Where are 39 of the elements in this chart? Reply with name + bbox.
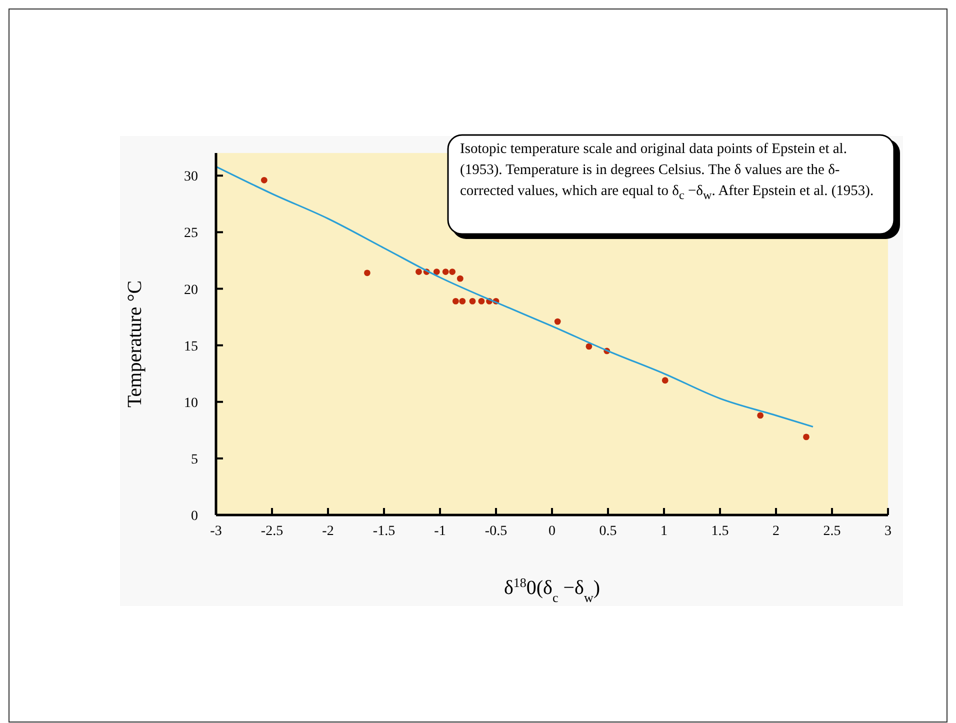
x-tick-label: -2 bbox=[322, 524, 334, 539]
x-tick-label: 2.5 bbox=[823, 524, 841, 539]
x-tick-label: 0 bbox=[548, 524, 556, 539]
point bbox=[433, 268, 440, 275]
x-tick-label: -3 bbox=[210, 524, 222, 539]
point bbox=[803, 434, 810, 440]
point bbox=[478, 298, 485, 304]
point bbox=[260, 176, 268, 184]
point bbox=[416, 268, 422, 275]
point bbox=[586, 343, 592, 350]
point bbox=[442, 268, 449, 275]
annotation: Isotopic temperature scale and original data points of Epstein et al. (1953). Temperature is in degrees Celsius. The δ values are the δ-corrected values, which are equal to δ$_{c}$ −δ$_{w}$. After Epstein et al. (1953). bbox=[460, 140, 875, 204]
y-tick-label: 25 bbox=[184, 226, 198, 242]
y-tick-label: 10 bbox=[184, 396, 198, 411]
x-tick-label: -1.5 bbox=[372, 524, 396, 539]
point bbox=[449, 268, 456, 275]
point bbox=[459, 298, 466, 304]
point bbox=[469, 298, 476, 304]
x-axis-title: δ$^{18}$0(δ$_{c}$ −δ$_{w}$) bbox=[504, 574, 600, 604]
point bbox=[554, 318, 561, 325]
point bbox=[456, 275, 464, 282]
x-tick-label: 1.5 bbox=[711, 524, 729, 539]
y-axis-title: Temperature °C bbox=[124, 280, 146, 408]
x-tick-label: -2.5 bbox=[260, 524, 284, 539]
point bbox=[364, 270, 370, 276]
x-tick-label: 2 bbox=[772, 524, 780, 539]
x-tick-label: -0.5 bbox=[484, 524, 508, 539]
point bbox=[757, 412, 764, 419]
x-tick-label: -1 bbox=[434, 524, 446, 539]
x-tick-label: 3 bbox=[884, 524, 892, 539]
y-tick-label: 15 bbox=[184, 339, 198, 354]
x-tick-label: 0.5 bbox=[599, 524, 617, 539]
y-tick-label: 30 bbox=[184, 170, 198, 185]
point bbox=[452, 298, 459, 304]
y-tick-label: 5 bbox=[191, 452, 198, 468]
x-tick-label: 1 bbox=[660, 524, 668, 539]
y-tick-label: 20 bbox=[184, 282, 198, 298]
y-tick-label: 0 bbox=[191, 509, 198, 524]
point bbox=[662, 377, 668, 384]
